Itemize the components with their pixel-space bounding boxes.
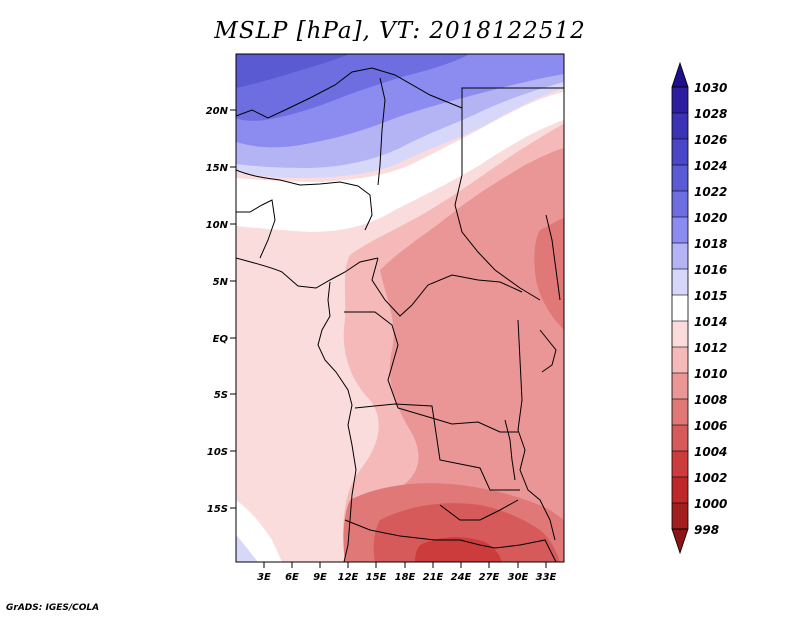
lat-label-10s: 10S <box>207 447 228 458</box>
lon-label-27e: 27E <box>479 572 500 583</box>
lon-label-3e: 3E <box>257 572 271 583</box>
cb-label: 1002 <box>694 471 727 485</box>
cb-box <box>672 139 688 165</box>
cb-box <box>672 165 688 191</box>
cb-box <box>672 295 688 321</box>
cb-label: 1008 <box>694 393 727 407</box>
lat-label-5n: 5N <box>213 277 229 288</box>
cb-label: 1015 <box>694 289 727 303</box>
cb-label: 1020 <box>694 211 727 225</box>
field-1002 <box>415 537 502 562</box>
cb-arrow-top <box>672 63 688 87</box>
lat-label-20n: 20N <box>206 106 229 117</box>
lat-label-5s: 5S <box>214 390 228 401</box>
lon-label-9e: 9E <box>313 572 327 583</box>
lon-label-15e: 15E <box>366 572 387 583</box>
grads-credit: GrADS: IGES/COLA <box>6 603 100 613</box>
cb-label: 1024 <box>694 159 727 173</box>
field-1015-south <box>236 535 258 562</box>
country-borders <box>236 67 564 562</box>
cb-label: 1004 <box>694 445 727 459</box>
cb-box <box>672 399 688 425</box>
lon-axis: 3E 6E 9E 12E 15E 18E 21E 24E 27E 30E 33E <box>257 562 557 583</box>
field-1006-east <box>534 218 564 330</box>
lat-label-10n: 10N <box>206 220 229 231</box>
cb-box <box>672 347 688 373</box>
cb-box <box>672 373 688 399</box>
cb-label: 1010 <box>694 367 727 381</box>
lat-label-eq: EQ <box>213 334 229 345</box>
lat-label-15n: 15N <box>206 163 229 174</box>
field-1014-north <box>236 92 564 232</box>
cb-label: 1014 <box>694 315 727 329</box>
cb-box <box>672 87 688 113</box>
cb-label: 998 <box>694 523 719 537</box>
cb-label: 1022 <box>694 185 727 199</box>
field-1008 <box>358 148 564 562</box>
cb-box <box>672 113 688 139</box>
lon-label-21e: 21E <box>423 572 444 583</box>
cb-separators <box>672 112 688 504</box>
cb-box <box>672 269 688 295</box>
lon-label-12e: 12E <box>338 572 359 583</box>
cb-box <box>672 425 688 451</box>
cb-label: 1012 <box>694 341 727 355</box>
map-title: MSLP [hPa], VT: 2018122512 <box>214 18 586 44</box>
lon-label-24e: 24E <box>451 572 472 583</box>
cb-box <box>672 191 688 217</box>
cb-label: 1028 <box>694 107 727 121</box>
lat-label-15s: 15S <box>207 504 228 515</box>
cb-box <box>672 477 688 503</box>
cb-label: 1030 <box>694 81 727 95</box>
cb-label: 1016 <box>694 263 727 277</box>
lon-label-6e: 6E <box>285 572 299 583</box>
lon-label-18e: 18E <box>395 572 416 583</box>
lat-axis: 20N 15N 10N 5N EQ 5S 10S 15S <box>206 106 236 515</box>
map-frame <box>235 53 565 563</box>
cb-arrow-bottom <box>672 529 688 553</box>
field-1014-south <box>236 500 282 562</box>
field-1022 <box>236 54 350 88</box>
cb-label: 1006 <box>694 419 727 433</box>
cb-box <box>672 217 688 243</box>
cb-label: 1000 <box>694 497 727 511</box>
lon-label-33e: 33E <box>536 572 557 583</box>
colorbar: 1030 1028 1026 1024 1022 1020 1018 1016 … <box>671 61 727 555</box>
cb-label: 1018 <box>694 237 727 251</box>
cb-box <box>672 451 688 477</box>
cb-box <box>672 243 688 269</box>
cb-arrow-bottom-outline <box>671 528 689 555</box>
cb-label: 1026 <box>694 133 727 147</box>
cb-box <box>672 503 688 529</box>
lon-label-30e: 30E <box>508 572 529 583</box>
cb-box <box>672 321 688 347</box>
pressure-field <box>236 54 564 562</box>
